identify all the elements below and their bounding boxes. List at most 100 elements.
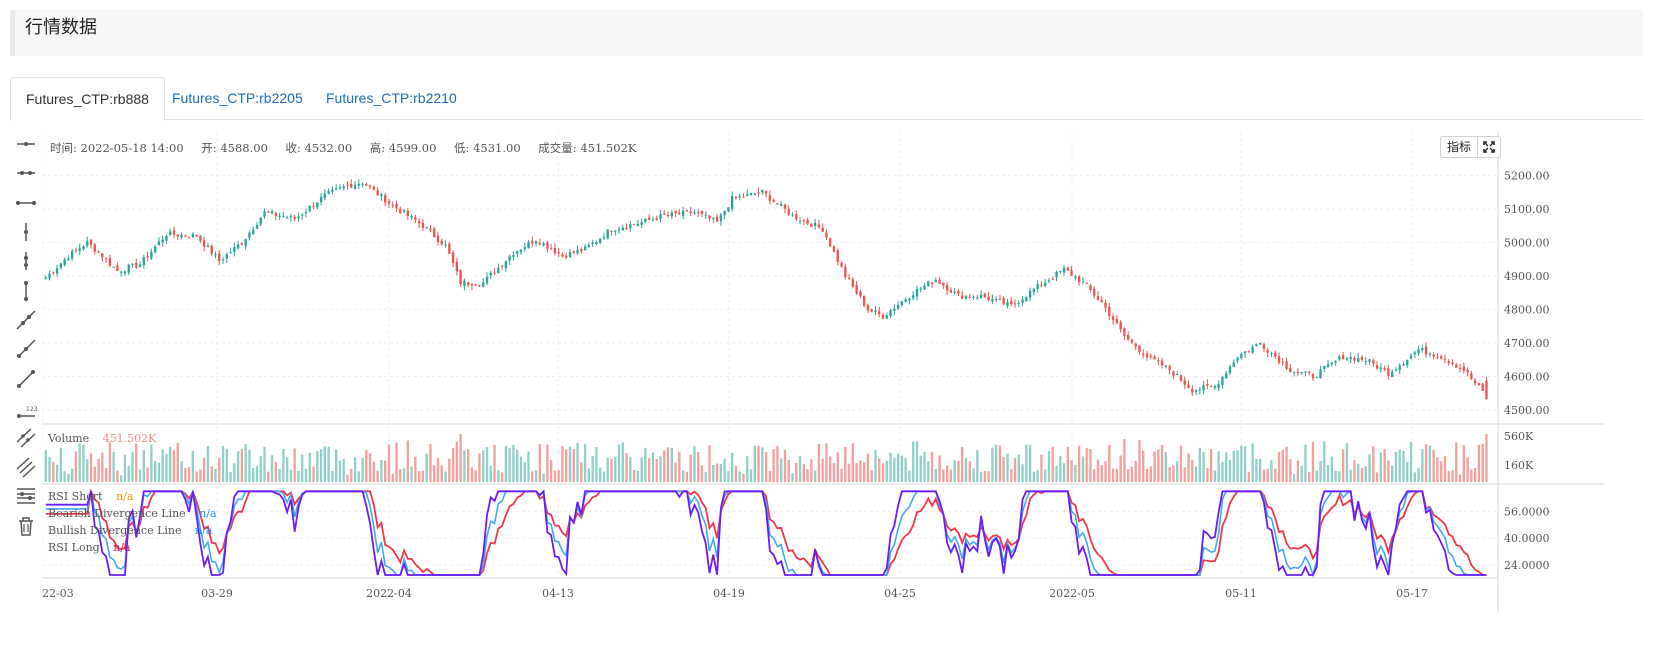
volume-bar — [919, 455, 922, 482]
volume-bar — [402, 468, 406, 482]
volume-bar — [82, 444, 85, 482]
fibonacci-icon[interactable] — [14, 484, 38, 508]
trend-ray-icon[interactable] — [14, 337, 38, 361]
candle-body — [693, 212, 696, 214]
volume-bar — [1047, 451, 1051, 482]
candle-body — [165, 236, 168, 241]
volume-bar — [436, 458, 440, 482]
candle-body — [1368, 359, 1371, 363]
price-line-icon[interactable]: 123 — [14, 396, 38, 420]
volume-bar — [1164, 451, 1168, 482]
ohlc-volume: 成交量: 451.502K — [538, 141, 637, 155]
candle-body — [998, 298, 1002, 300]
volume-bar — [493, 444, 496, 482]
vertical-segment-icon[interactable] — [14, 279, 38, 303]
candle-body — [1115, 318, 1119, 324]
volume-bar — [1036, 470, 1039, 482]
volume-bar — [459, 434, 462, 482]
volume-bar — [1168, 466, 1171, 482]
volume-bar — [500, 472, 504, 482]
volume-bar — [772, 449, 775, 482]
volume-bar — [531, 471, 534, 482]
volume-bar — [1040, 454, 1043, 482]
tab-rb2210[interactable]: Futures_CTP:rb2210 — [326, 90, 457, 106]
volume-bar — [1236, 450, 1239, 482]
trend-segment-icon[interactable] — [14, 367, 38, 391]
volume-bar — [632, 469, 636, 482]
volume-bar — [1266, 468, 1269, 482]
volume-bar — [1455, 442, 1458, 482]
volume-bar — [323, 446, 327, 482]
volume-bar — [783, 449, 787, 482]
horizontal-line-icon[interactable] — [14, 132, 38, 156]
tab-rb888[interactable]: Futures_CTP:rb888 — [10, 77, 165, 121]
volume-bar — [1394, 451, 1398, 482]
volume-bar — [549, 459, 553, 482]
candle-body — [595, 241, 598, 244]
volume-bar — [335, 449, 338, 482]
vertical-line-icon[interactable] — [14, 220, 38, 244]
vertical-ray-icon[interactable] — [14, 249, 38, 273]
candle-body — [410, 215, 413, 218]
horizontal-segment-icon[interactable] — [14, 191, 38, 215]
parallel-channel-icon[interactable] — [14, 426, 38, 450]
candlestick-chart[interactable]: 5200.00 5100.00 5000.00 4900.00 4800.00 4700.… — [42, 132, 1604, 612]
candle-body — [1485, 380, 1488, 400]
volume-bar — [451, 448, 455, 482]
volume-bar — [810, 459, 813, 482]
indicator-button[interactable]: 指标 — [1441, 137, 1479, 157]
candle-body — [463, 280, 466, 286]
rsi-short-line — [45, 489, 1487, 577]
multi-parallel-icon[interactable] — [14, 455, 38, 479]
chart-area[interactable]: 5200.00 5100.00 5000.00 4900.00 4800.00 4700.… — [42, 132, 1604, 612]
candle-body — [108, 257, 112, 266]
volume-bar — [870, 470, 873, 482]
candle-body — [1142, 353, 1145, 356]
volume-bar — [512, 444, 515, 482]
volume-bar — [508, 448, 511, 482]
volume-bar — [685, 471, 689, 482]
volume-bar — [1334, 470, 1337, 482]
volume-bar — [1345, 443, 1349, 482]
drawing-toolbar: 123 — [10, 132, 42, 612]
volume-bar — [293, 448, 296, 482]
horizontal-ray-icon[interactable] — [14, 161, 38, 185]
volume-bar — [1413, 472, 1416, 482]
candle-body — [63, 259, 66, 265]
volume-bar — [953, 460, 956, 482]
fullscreen-button[interactable] — [1478, 137, 1500, 157]
tab-rb2205[interactable]: Futures_CTP:rb2205 — [172, 90, 303, 106]
candle-body — [538, 242, 541, 245]
candle-body — [614, 230, 617, 232]
volume-bar — [1228, 459, 1232, 482]
volume-bar — [674, 462, 677, 482]
volume-bar — [1477, 444, 1481, 482]
candle-body — [1149, 355, 1152, 357]
candle-body — [813, 222, 817, 226]
candle-body — [255, 225, 259, 229]
candle-body — [561, 254, 564, 257]
candle-body — [655, 218, 658, 221]
candle-body — [832, 246, 836, 252]
candle-body — [1345, 358, 1349, 360]
volume-bar — [568, 446, 572, 482]
delete-icon[interactable] — [14, 514, 38, 538]
candle-body — [316, 202, 319, 208]
trend-line-icon[interactable] — [14, 308, 38, 332]
candle-body — [176, 234, 179, 237]
volume-bar — [55, 464, 59, 482]
volume-bar — [433, 465, 436, 482]
volume-bar — [1213, 470, 1217, 482]
ohlc-open: 开: 4588.00 — [201, 141, 268, 155]
volume-bar — [912, 441, 915, 482]
volume-bar — [312, 466, 315, 482]
volume-bar — [591, 455, 594, 482]
volume-bar — [1447, 470, 1450, 482]
candle-body — [372, 186, 376, 190]
volume-bar — [214, 468, 217, 482]
volume-bar — [1364, 466, 1367, 482]
volume-bar — [583, 444, 587, 482]
candle-body — [489, 273, 492, 276]
volume-bar — [927, 461, 930, 482]
volume-bar — [663, 450, 666, 482]
